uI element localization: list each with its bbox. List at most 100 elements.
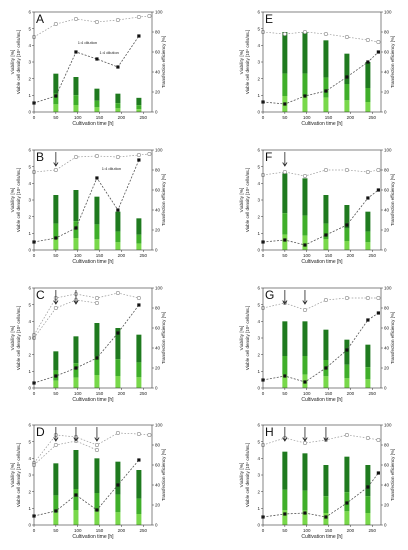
x-tick-label: 200: [118, 528, 126, 533]
line-efficiency-e: [262, 51, 379, 105]
bar-h-1: [302, 453, 308, 525]
x-tick-label: 250: [140, 391, 148, 396]
bar-d-2: [94, 458, 100, 525]
point-viability-g-2: [302, 307, 307, 312]
panel-label: C: [36, 288, 45, 302]
point-viability-d-6: [147, 432, 152, 437]
y-axis-label-vcd: Viable cell density [10⁶ cells/mL]: [16, 306, 21, 370]
x-tick-label: 50: [53, 391, 59, 396]
line-viability-h: [262, 434, 379, 446]
y-left-tick-label: 0: [28, 248, 31, 253]
point-viability-e-2: [302, 29, 307, 34]
line-efficiency-g: [262, 312, 379, 383]
y-right-tick-label: 60: [155, 50, 161, 55]
point-viability-f-4: [344, 168, 349, 173]
bar-b-0: [53, 195, 59, 250]
y-left-tick-label: 6: [257, 286, 260, 291]
y-axis-label-viability: Viability [%]: [10, 463, 16, 488]
x-tick-label: 0: [262, 391, 265, 396]
y-left-tick-label: 6: [257, 423, 260, 428]
plot-frame: [262, 287, 382, 389]
bar-c-3: [115, 328, 121, 388]
point-viability2-d-3: [94, 447, 99, 452]
bar-b-3: [115, 211, 121, 250]
x-tick-label: 0: [33, 528, 36, 533]
x-tick-label: 150: [96, 391, 104, 396]
bar-e-4: [365, 62, 371, 112]
point-viability-a-3: [94, 19, 99, 24]
y-axis-label-viability: Viability [%]: [239, 326, 245, 351]
point-efficiency-h-3: [324, 515, 328, 519]
y-right-tick-label: 60: [155, 463, 161, 468]
y-right-tick-label: 80: [384, 168, 390, 173]
bar-d-4: [136, 470, 142, 525]
x-tick-label: 50: [282, 253, 288, 258]
x-tick-label: 0: [33, 115, 36, 120]
x-tick-label: 200: [347, 115, 355, 120]
point-viability-b-4: [115, 155, 120, 160]
y-left-tick-label: 4: [28, 456, 31, 461]
arrow-d-2: [94, 427, 100, 442]
panel-f: F0 50 100 150 200 2500123456020406080100Culti…: [239, 148, 395, 265]
bar-c-4: [136, 334, 142, 388]
bar-c-0: [53, 351, 59, 388]
arrow-d-0: [53, 427, 59, 442]
line-viability-e: [262, 31, 379, 43]
y-axis-label-vcd: Viable cell density [10⁶ cells/mL]: [245, 306, 250, 370]
point-viability-e-5: [365, 37, 370, 42]
point-efficiency-f-3: [324, 233, 328, 237]
arrow-f-0: [282, 152, 288, 167]
panel-label: F: [265, 150, 272, 164]
y-left-tick-label: 0: [28, 386, 31, 391]
bar-f-1: [302, 178, 308, 250]
bar-g-1: [302, 321, 308, 388]
bar-h-4: [365, 465, 371, 525]
arrow-g-0: [282, 290, 288, 305]
y-axis-label-viability: Viability [%]: [239, 463, 245, 488]
y-left-tick-label: 4: [257, 319, 260, 324]
x-tick-label: 100: [74, 391, 82, 396]
point-efficiency-f-1: [283, 238, 287, 242]
panel-label: B: [36, 150, 44, 164]
y-right-tick-label: 20: [384, 90, 390, 95]
x-axis-label: Cultivation time [h]: [72, 259, 114, 265]
y-right-tick-label: 40: [384, 70, 390, 75]
y-left-tick-label: 3: [28, 336, 31, 341]
y-right-tick-label: 20: [155, 366, 161, 371]
y-left-tick-label: 3: [257, 60, 260, 65]
y-right-tick-label: 0: [384, 386, 387, 391]
y-left-tick-label: 3: [257, 473, 260, 478]
point-efficiency-a-5: [137, 34, 141, 38]
y-left-tick-label: 3: [28, 198, 31, 203]
line-efficiency-a: [33, 35, 140, 104]
x-axis-label: Cultivation time [h]: [72, 397, 114, 403]
y-left-tick-label: 4: [28, 181, 31, 186]
x-tick-label: 100: [303, 115, 311, 120]
bar-e-3: [344, 53, 350, 112]
x-tick-label: 150: [325, 528, 333, 533]
bar-e-0: [282, 32, 288, 112]
y-left-tick-label: 1: [28, 506, 31, 511]
y-right-tick-label: 80: [155, 168, 161, 173]
y-left-tick-label: 4: [28, 319, 31, 324]
point-efficiency-c-2: [74, 366, 78, 370]
y-axis-label-viability: Viability [%]: [10, 326, 16, 351]
point-efficiency-a-4: [116, 65, 120, 69]
x-tick-label: 150: [325, 115, 333, 120]
panel-c: C0 50 100 150 200 2500123456020406080100Culti…: [10, 286, 166, 403]
point-efficiency-c-5: [137, 303, 141, 307]
y-axis-label-right: Transfection efficiency [%]: [390, 449, 395, 501]
panel-d: D0 50 100 150 200 2500123456020406080100Culti…: [10, 423, 166, 540]
y-axis-label-vcd: Viable cell density [10⁶ cells/mL]: [245, 443, 250, 507]
x-tick-label: 250: [140, 528, 148, 533]
point-efficiency-g-4: [345, 348, 349, 352]
annotation-b-0: 1:4 dilution: [102, 166, 121, 171]
panel-label: H: [265, 425, 274, 439]
point-efficiency-e-6: [376, 50, 380, 54]
point-efficiency-c-4: [116, 331, 120, 335]
bar-a-2: [94, 88, 100, 112]
y-axis-label-vcd: Viable cell density [10⁶ cells/mL]: [16, 30, 21, 94]
point-efficiency-d-4: [116, 483, 120, 487]
